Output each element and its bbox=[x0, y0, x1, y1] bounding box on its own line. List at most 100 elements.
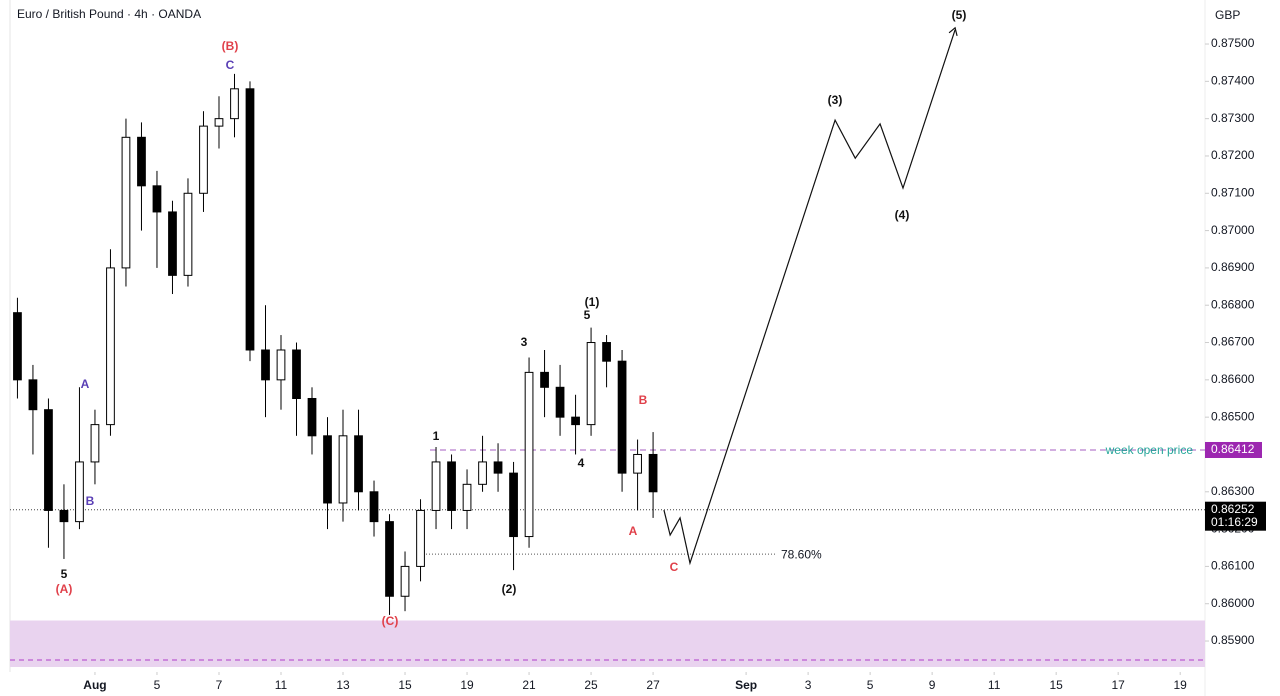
x-tick-label: 7 bbox=[216, 678, 223, 692]
candle-body bbox=[416, 509, 425, 567]
candle-body bbox=[571, 416, 580, 426]
last-price: 0.86252 bbox=[1211, 502, 1255, 516]
candle-body bbox=[524, 371, 534, 538]
candle-body bbox=[540, 371, 549, 388]
wave-label: 5 bbox=[61, 567, 68, 581]
y-tick-label: 0.87000 bbox=[1211, 223, 1255, 237]
x-tick-label: 11 bbox=[988, 678, 1001, 692]
wave-label: 3 bbox=[521, 335, 528, 349]
wave-label: (4) bbox=[895, 208, 910, 222]
x-tick-label: 13 bbox=[336, 678, 350, 692]
x-tick-label: Aug bbox=[83, 678, 106, 692]
candle-body bbox=[602, 342, 611, 362]
candle-body bbox=[168, 211, 177, 276]
wave-label: (2) bbox=[502, 582, 517, 596]
candle-body bbox=[90, 424, 100, 463]
x-tick-label: 17 bbox=[1112, 678, 1126, 692]
wave-label: (5) bbox=[952, 8, 967, 22]
candle-body bbox=[261, 349, 270, 381]
y-tick-label: 0.87500 bbox=[1211, 36, 1255, 50]
wave-label: B bbox=[86, 494, 95, 508]
y-tick-label: 0.86600 bbox=[1211, 372, 1255, 386]
currency-label: GBP bbox=[1215, 8, 1240, 22]
x-tick-label: 9 bbox=[929, 678, 936, 692]
wave-label: (1) bbox=[585, 295, 600, 309]
candle-body bbox=[385, 521, 394, 597]
wave-label: C bbox=[226, 58, 235, 72]
candle-body bbox=[633, 453, 642, 474]
candle-body bbox=[617, 360, 627, 474]
x-tick-label: 19 bbox=[1174, 678, 1188, 692]
y-tick-label: 0.86800 bbox=[1211, 297, 1255, 311]
candle-body bbox=[199, 125, 208, 194]
x-tick-label: 15 bbox=[1049, 678, 1063, 692]
y-tick-label: 0.87200 bbox=[1211, 148, 1255, 162]
candle-body bbox=[44, 409, 53, 511]
y-tick-label: 0.86300 bbox=[1211, 484, 1255, 498]
wave-label: (A) bbox=[56, 582, 73, 596]
candle-body bbox=[478, 461, 487, 485]
candle-body bbox=[106, 267, 115, 426]
x-tick-label: 5 bbox=[154, 678, 161, 692]
candle-body bbox=[555, 386, 565, 418]
week-open-badge bbox=[1205, 441, 1262, 458]
candle-body bbox=[354, 435, 363, 493]
x-tick-label: 19 bbox=[460, 678, 474, 692]
week-open-label: week open price bbox=[1105, 443, 1194, 457]
candle-body bbox=[586, 342, 596, 426]
y-tick-label: 0.86500 bbox=[1211, 409, 1255, 423]
candle-body bbox=[276, 349, 286, 381]
candle-body bbox=[28, 379, 38, 411]
candle-body bbox=[230, 88, 239, 120]
candle-body bbox=[183, 192, 193, 276]
chart-title: Euro / British Pound · 4h · OANDA bbox=[17, 7, 201, 21]
candle-body bbox=[400, 565, 410, 597]
wave-label: (3) bbox=[828, 93, 843, 107]
x-tick-label: 25 bbox=[584, 678, 598, 692]
demand-zone bbox=[10, 620, 1205, 667]
x-tick-label: 15 bbox=[398, 678, 412, 692]
y-tick-label: 0.86900 bbox=[1211, 260, 1255, 274]
candle-body bbox=[75, 461, 84, 523]
countdown: 01:16:29 bbox=[1211, 515, 1258, 529]
y-tick-label: 0.87100 bbox=[1211, 185, 1255, 199]
candle-body bbox=[447, 461, 456, 511]
y-tick-label: 0.87400 bbox=[1211, 74, 1255, 88]
y-tick-label: 0.86100 bbox=[1211, 559, 1255, 573]
candle-body bbox=[137, 136, 146, 187]
wave-label: (C) bbox=[382, 614, 399, 628]
candle-body bbox=[13, 312, 22, 381]
wave-label: 1 bbox=[433, 429, 440, 443]
candle-body bbox=[431, 461, 441, 511]
candle-body bbox=[509, 472, 518, 538]
y-tick-label: 0.85900 bbox=[1211, 633, 1255, 647]
candle-body bbox=[369, 491, 379, 523]
wave-label: C bbox=[670, 560, 679, 574]
x-tick-label: 21 bbox=[522, 678, 536, 692]
y-tick-label: 0.86700 bbox=[1211, 335, 1255, 349]
candle-body bbox=[648, 453, 658, 493]
wave-label: A bbox=[629, 524, 638, 538]
last-price-badge bbox=[1205, 501, 1266, 531]
x-tick-label: 27 bbox=[646, 678, 660, 692]
candle-body bbox=[307, 397, 317, 437]
y-tick-label: 0.87300 bbox=[1211, 111, 1255, 125]
wave-label: A bbox=[81, 377, 90, 391]
candle-body bbox=[338, 435, 348, 504]
wave-label: 5 bbox=[584, 308, 591, 322]
y-tick-label: 0.86000 bbox=[1211, 596, 1255, 610]
x-tick-label: 3 bbox=[805, 678, 812, 692]
candle-body bbox=[121, 136, 131, 269]
wave-label: (B) bbox=[222, 39, 239, 53]
week-open-price: 0.86412 bbox=[1211, 442, 1255, 456]
fib-label: 78.60% bbox=[781, 547, 822, 561]
candle-body bbox=[493, 461, 503, 474]
projection-arrow bbox=[948, 26, 958, 36]
x-tick-label: 5 bbox=[867, 678, 874, 692]
wave-label: B bbox=[639, 393, 648, 407]
candle-body bbox=[462, 483, 472, 511]
candle-body bbox=[152, 185, 162, 213]
